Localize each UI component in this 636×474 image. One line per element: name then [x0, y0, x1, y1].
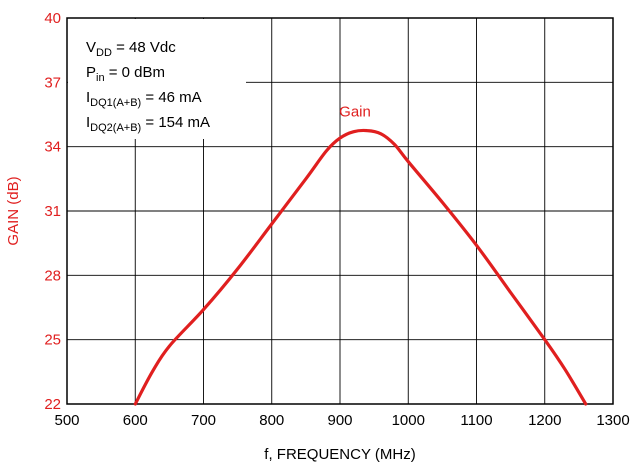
y-tick-label: 40 [44, 10, 61, 27]
annotation-line: IDQ2(A+B) = 154 mA [86, 114, 210, 134]
x-axis-label: f, FREQUENCY (MHz) [264, 446, 415, 463]
annotation-line: IDQ1(A+B) = 46 mA [86, 89, 202, 109]
x-tick-labels: 500 600 700 800 900 1000 1100 1200 1300 [54, 412, 629, 429]
plot-frame [66, 17, 614, 405]
x-tick-label: 1300 [596, 412, 629, 429]
annotation-background [68, 19, 246, 139]
x-tick-label: 600 [123, 412, 148, 429]
x-tick-label: 1100 [460, 412, 492, 429]
gain-series-line [133, 128, 588, 406]
y-tick-label: 34 [44, 139, 61, 156]
y-tick-label: 22 [44, 396, 61, 413]
x-tick-label: 500 [54, 412, 79, 429]
y-tick-label: 37 [44, 74, 61, 91]
x-tick-label: 1000 [392, 412, 425, 429]
x-tick-label: 800 [259, 412, 284, 429]
y-tick-label: 31 [44, 203, 61, 220]
y-axis-label: GAIN (dB) [5, 176, 22, 245]
series-label-gain: Gain [339, 104, 371, 121]
annotation-line: Pin = 0 dBm [86, 64, 165, 84]
conditions-annotation: VDD = 48 Vdc Pin = 0 dBm IDQ1(A+B) = 46 mA… [68, 19, 246, 139]
x-tick-label: 1200 [528, 412, 561, 429]
annotation-line: VDD = 48 Vdc [86, 39, 176, 59]
x-tick-label: 900 [327, 412, 352, 429]
y-tick-label: 28 [44, 267, 61, 284]
y-tick-labels: 22 25 28 31 34 37 40 [44, 10, 61, 413]
y-tick-label: 25 [44, 332, 61, 349]
x-tick-label: 700 [191, 412, 216, 429]
